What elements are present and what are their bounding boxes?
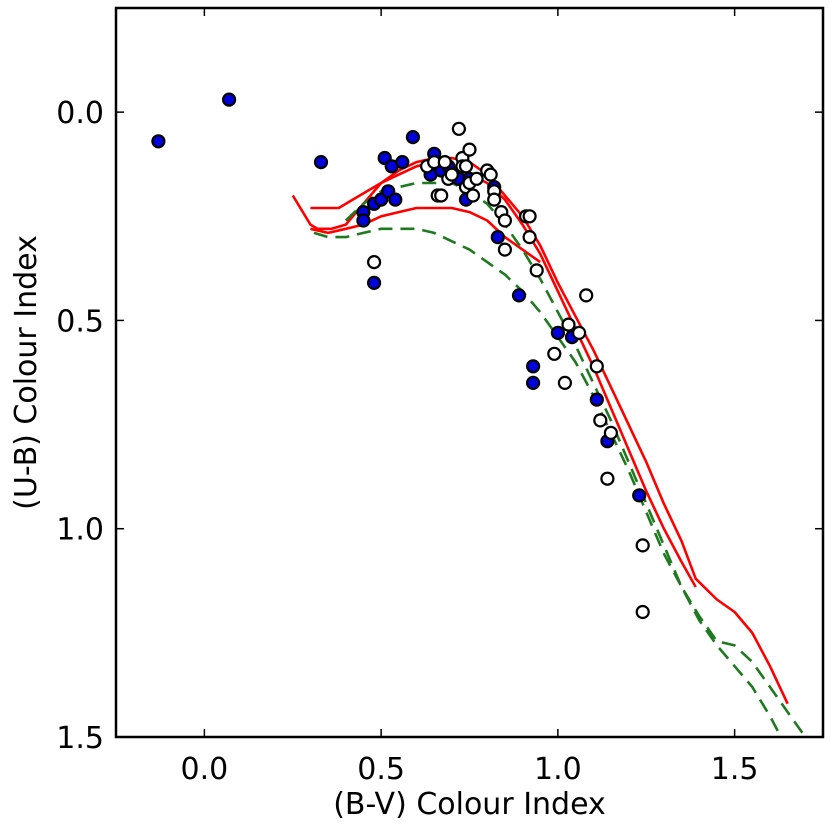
open-data-point xyxy=(522,230,537,245)
x-axis-label: (B-V) Colour Index xyxy=(333,787,606,822)
open-data-point xyxy=(593,413,608,428)
dashed-curve-upper xyxy=(344,181,807,737)
open-data-point xyxy=(522,209,537,224)
solid-curve-upper xyxy=(291,156,789,705)
filled-data-point xyxy=(405,130,420,145)
open-data-point xyxy=(497,242,512,257)
filled-data-point xyxy=(511,288,527,303)
filled-data-point xyxy=(490,230,505,245)
open-data-point xyxy=(547,346,562,361)
filled-data-point xyxy=(632,488,647,503)
x-tick-label: 1.0 xyxy=(534,752,582,787)
filled-data-point xyxy=(367,275,382,290)
open-data-point xyxy=(451,121,466,136)
open-data-point xyxy=(635,538,650,553)
filled-data-point xyxy=(151,134,166,149)
open-data-point xyxy=(487,192,502,207)
open-data-point xyxy=(603,425,619,440)
x-tick-label: 1.5 xyxy=(711,752,759,787)
open-data-point xyxy=(589,359,604,374)
y-tick-label: 1.5 xyxy=(56,721,104,756)
filled-data-point xyxy=(525,375,541,390)
open-data-point xyxy=(434,188,449,203)
open-data-point xyxy=(465,188,481,203)
y-tick-label: 0.5 xyxy=(56,304,104,339)
open-data-point xyxy=(561,317,576,332)
open-data-point xyxy=(635,604,650,620)
open-data-point xyxy=(437,155,452,170)
filled-data-point xyxy=(388,192,403,207)
filled-data-point xyxy=(313,155,329,170)
open-data-point xyxy=(444,167,459,182)
open-data-point xyxy=(458,159,474,174)
open-data-point xyxy=(600,471,615,486)
filled-data-point xyxy=(222,92,237,107)
open-data-point xyxy=(571,325,587,340)
open-data-point xyxy=(367,255,382,270)
open-data-point xyxy=(579,288,594,303)
x-tick-label: 0.0 xyxy=(181,752,229,787)
open-data-point xyxy=(483,167,498,182)
open-data-point xyxy=(462,142,477,157)
filled-data-point xyxy=(356,213,371,228)
filled-data-point xyxy=(589,392,604,407)
y-tick-label: 0.0 xyxy=(56,96,104,131)
open-data-point xyxy=(557,375,573,390)
plot-frame xyxy=(114,6,825,739)
x-tick-label: 0.5 xyxy=(357,752,405,787)
y-axis-label: (U-B) Colour Index xyxy=(9,235,44,510)
filled-data-point xyxy=(525,359,541,374)
open-data-point xyxy=(529,263,544,278)
dashed-curve-lower xyxy=(313,227,783,737)
filled-data-point xyxy=(550,325,566,340)
y-tick-label: 1.0 xyxy=(56,513,104,548)
filled-data-point xyxy=(395,155,410,170)
open-data-point xyxy=(497,213,512,228)
open-data-point xyxy=(469,171,484,186)
